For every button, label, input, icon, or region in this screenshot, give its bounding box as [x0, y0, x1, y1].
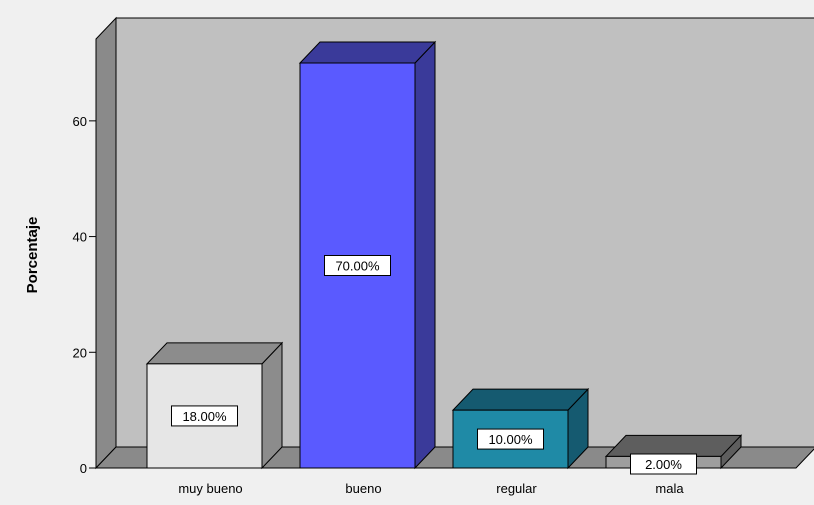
y-tick-label: 0: [80, 461, 87, 476]
data-label-box: [171, 405, 238, 427]
data-label-box: [630, 453, 697, 475]
y-tick-label: 20: [73, 345, 87, 360]
bar-mala: 2.00%: [604, 434, 743, 475]
data-label: 10.00%: [488, 432, 533, 447]
x-tick-label: bueno: [345, 481, 381, 496]
bar-muy-bueno: 18.00%: [145, 341, 284, 470]
bar-bueno: 70.00%: [298, 40, 437, 470]
bar-top: [298, 41, 437, 64]
x-tick-label: regular: [496, 481, 537, 496]
bars-group: 18.00% 70.00% 10.00% 2.00%: [145, 40, 743, 475]
x-tick-label: muy bueno: [178, 481, 242, 496]
bar-side: [414, 40, 436, 470]
left-wall: [95, 16, 117, 470]
data-label-box: [477, 428, 544, 450]
data-label-box: [324, 255, 391, 276]
data-label: 70.00%: [335, 259, 380, 274]
bar-top: [604, 434, 743, 457]
y-tick-label: 40: [73, 230, 87, 245]
y-tick-label: 60: [73, 114, 87, 129]
bar-top: [451, 388, 590, 411]
bar-side: [261, 341, 283, 470]
bar-regular: 10.00%: [451, 387, 590, 470]
y-axis: 0 20 40 60: [73, 114, 96, 476]
y-axis-label: Porcentaje: [24, 217, 41, 294]
x-axis-labels: muy bueno bueno regular mala: [178, 481, 684, 496]
bar-top: [145, 342, 284, 365]
data-label: 2.00%: [645, 457, 682, 472]
data-label: 18.00%: [182, 409, 227, 424]
x-tick-label: mala: [655, 481, 684, 496]
